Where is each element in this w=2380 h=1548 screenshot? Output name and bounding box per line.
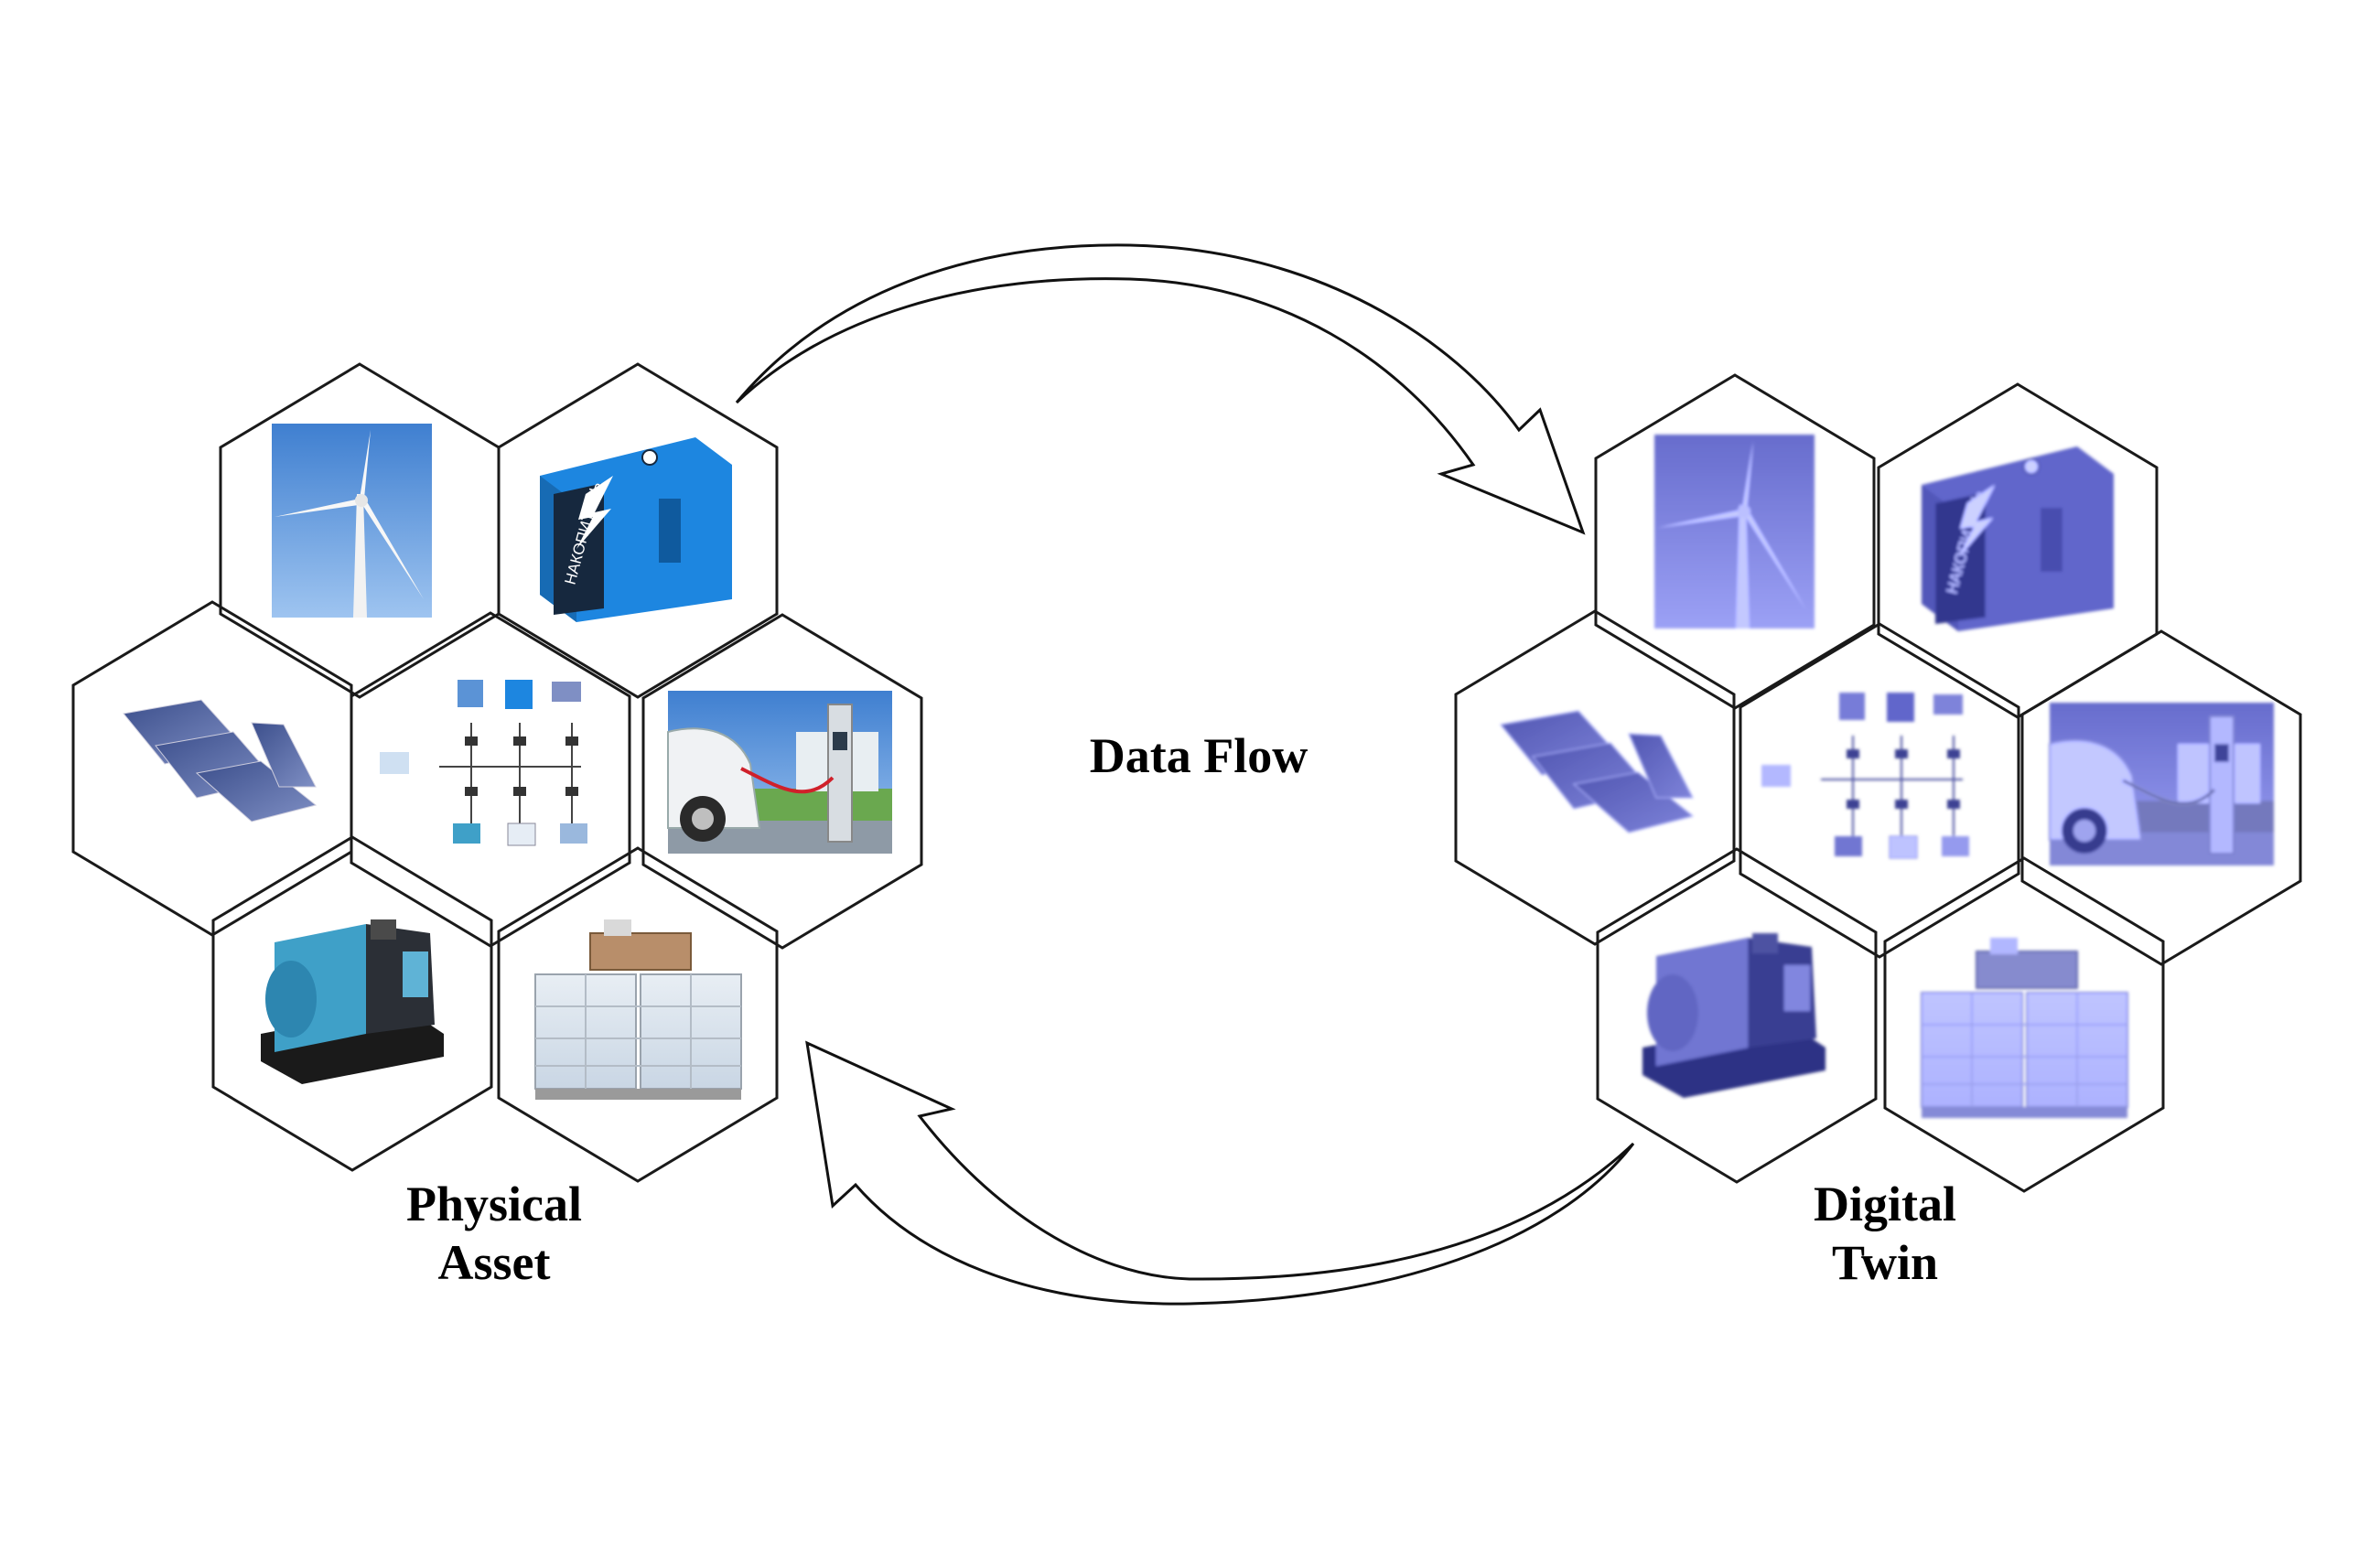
twin-ev-charger-image [2049,703,2274,865]
microgrid-diagram-image [380,680,587,846]
physical-asset-line1: Physical [405,1177,582,1231]
battery-storage-image: НАКОПИТЕЛЬ [540,437,732,622]
hex-physical-center [350,611,631,948]
twin-hydrogen-tanks-image [1921,938,2128,1118]
physical-asset-label: Physical Asset [311,1176,677,1292]
hex-twin-bot-left [1596,847,1878,1184]
twin-battery-storage-image: НАКОПИТЕЛЬ [1922,446,2114,631]
hex-physical-top-right [497,362,779,699]
data-flow-text: Data Flow [1089,728,1308,783]
hex-twin-mid-left [1454,609,1736,946]
hex-twin-bot-right [1883,856,2165,1193]
hex-twin-mid-right [2020,629,2302,966]
twin-microgrid-diagram-image [1761,693,1969,859]
physical-asset-line2: Asset [437,1234,551,1290]
hex-physical-bot-right [497,846,779,1183]
twin-hex-grid [1454,373,2302,1193]
hydrogen-tanks-image [534,919,742,1100]
physical-asset-cluster: НАКОПИТЕЛЬ [71,362,923,1183]
data-flow-label: Data Flow [1034,727,1363,786]
arrow-to-physical-asset [805,1040,1635,1306]
twin-wind-turbine-image [1654,435,1815,629]
physical-hex-grid [71,362,923,1183]
hex-twin-center [1739,622,2020,959]
arrow-to-digital-twin [735,243,1586,535]
twin-solar-panels-image [1500,710,1695,833]
ev-charger-image [667,691,892,854]
digital-twin-line2: Twin [1831,1234,1939,1290]
diesel-generator-image [261,919,444,1084]
digital-twin-line1: Digital [1814,1177,1956,1231]
solar-panels-image [123,699,318,822]
digital-twin-label: Digital Twin [1702,1176,2068,1292]
hex-physical-mid-right [641,613,923,950]
twin-diesel-generator-image [1642,933,1825,1098]
hex-physical-bot-left [211,835,493,1172]
wind-turbine-image [272,424,432,618]
digital-twin-cluster: НАКОПИТЕЛЬ [1454,373,2302,1193]
